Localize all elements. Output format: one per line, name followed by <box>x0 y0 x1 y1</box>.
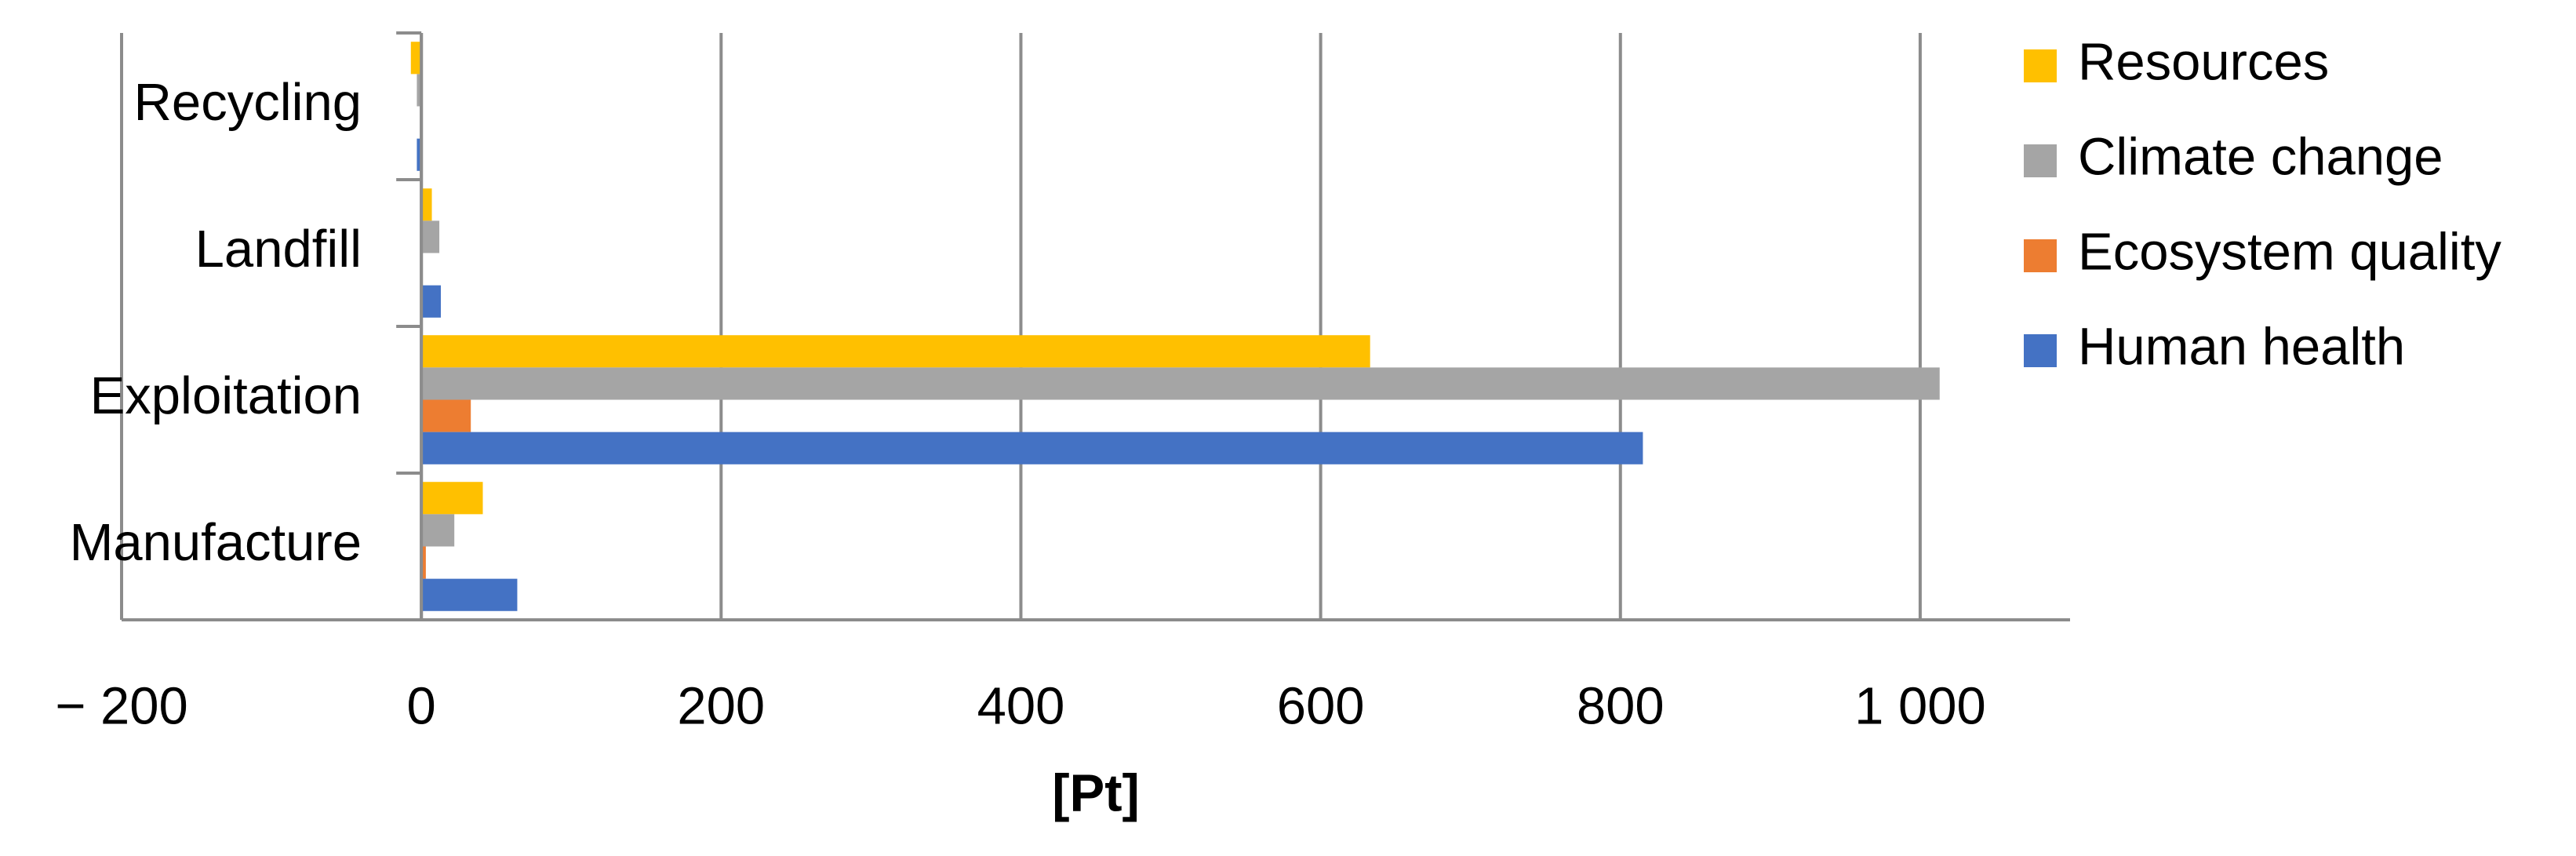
bar <box>421 335 1370 368</box>
bar <box>421 578 518 611</box>
bar <box>421 399 471 432</box>
bar <box>421 220 440 253</box>
x-tick-label: 600 <box>1277 677 1365 736</box>
bar <box>421 432 1643 464</box>
legend-swatch <box>2024 239 2057 272</box>
bar <box>417 138 422 171</box>
legend-label: Ecosystem quality <box>2078 223 2501 282</box>
bar <box>421 546 426 579</box>
bar <box>421 188 432 221</box>
x-tick-label: 400 <box>977 677 1065 736</box>
legend-swatch <box>2024 144 2057 177</box>
legend-label: Human health <box>2078 318 2405 377</box>
bar <box>421 285 441 318</box>
legend-label: Resources <box>2078 33 2329 92</box>
bar <box>421 514 455 547</box>
bar <box>421 482 483 515</box>
bar <box>421 367 1940 400</box>
x-tick-label: 200 <box>677 677 765 736</box>
x-tick-label: 0 <box>407 677 436 736</box>
y-tick-label: Manufacture <box>70 513 362 572</box>
x-tick-label: 800 <box>1577 677 1665 736</box>
bar <box>410 42 422 75</box>
y-tick-label: Exploitation <box>90 366 362 425</box>
y-tick-label: Recycling <box>134 73 362 132</box>
x-tick-label: − 200 <box>55 677 188 736</box>
legend-swatch <box>2024 49 2057 82</box>
bar <box>417 74 422 107</box>
x-axis-title: [Pt] <box>1052 764 1140 823</box>
legend-label: Climate change <box>2078 128 2443 187</box>
x-tick-label: 1 000 <box>1854 677 1986 736</box>
legend-swatch <box>2024 334 2057 367</box>
y-tick-label: Landfill <box>195 220 362 279</box>
